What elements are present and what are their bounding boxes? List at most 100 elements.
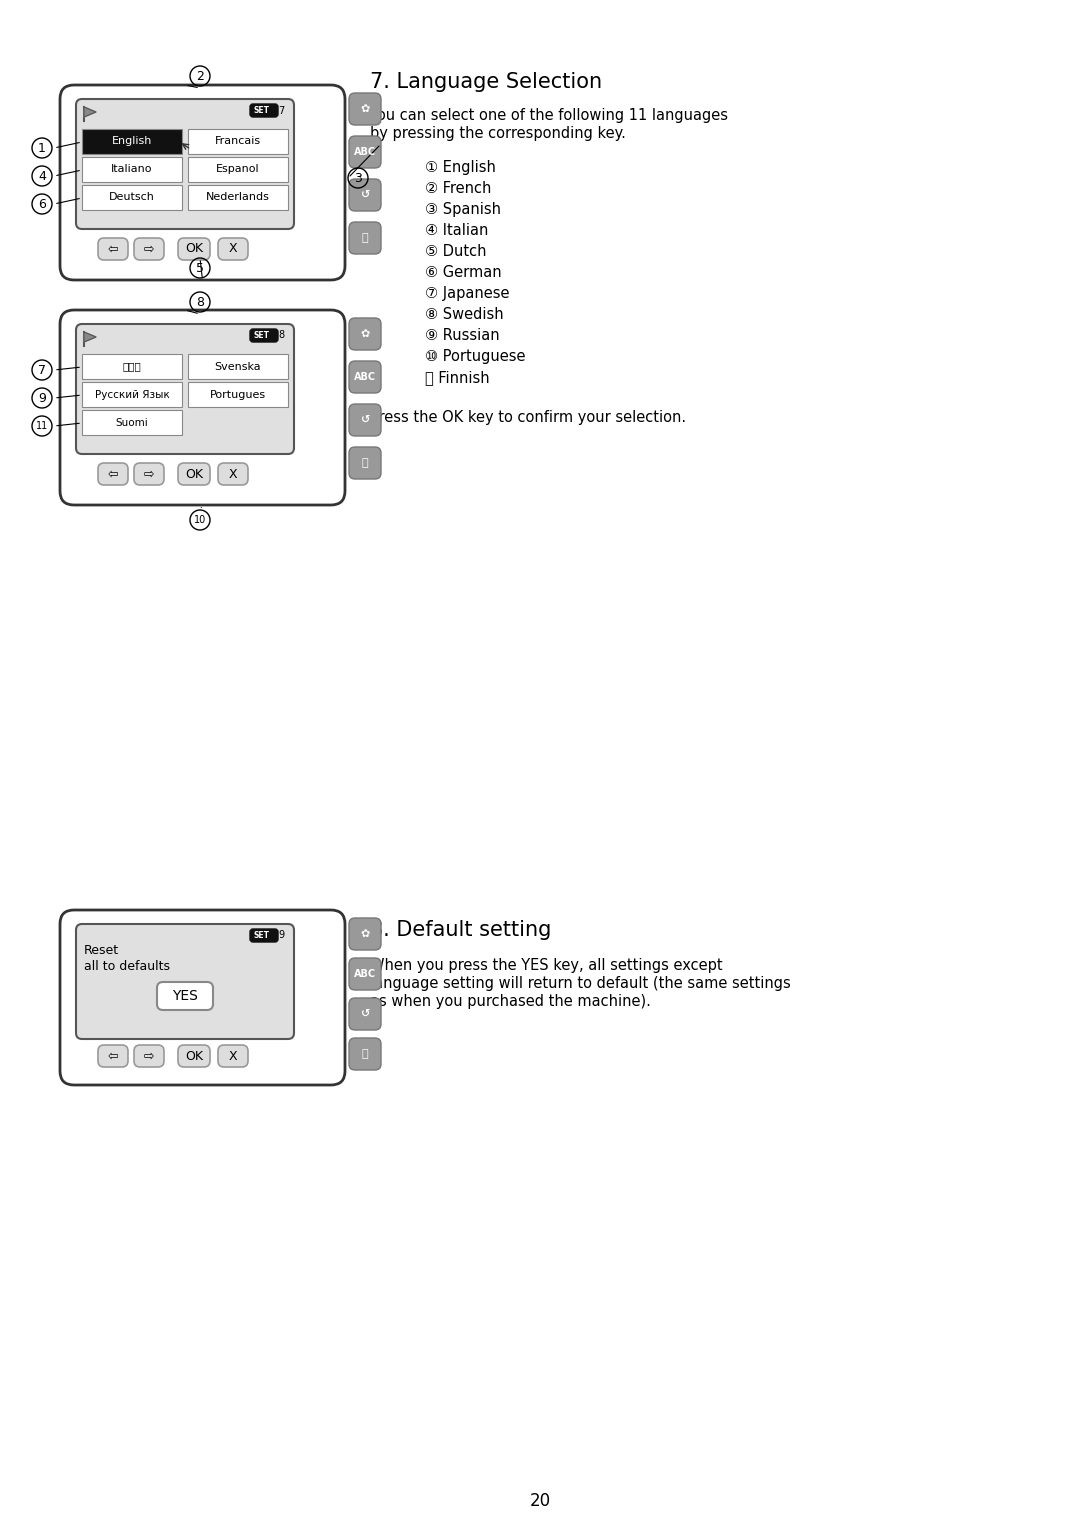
Text: 1: 1: [38, 142, 46, 154]
Text: ⇦: ⇦: [108, 1050, 118, 1062]
Bar: [82, 410, 183, 435]
Text: ↺: ↺: [361, 189, 369, 200]
Text: ABC: ABC: [354, 969, 376, 979]
Text: ABC: ABC: [354, 147, 376, 157]
FancyBboxPatch shape: [98, 463, 129, 484]
Bar: [188, 185, 288, 209]
Text: by pressing the corresponding key.: by pressing the corresponding key.: [370, 125, 626, 141]
Text: 8: 8: [278, 330, 284, 341]
FancyBboxPatch shape: [349, 448, 381, 478]
Bar: [188, 354, 288, 379]
Bar: [188, 157, 288, 182]
Text: X: X: [229, 243, 238, 255]
Text: ⇨: ⇨: [144, 1050, 154, 1062]
Text: 7: 7: [278, 105, 284, 116]
Text: ↺: ↺: [361, 416, 369, 425]
FancyBboxPatch shape: [218, 238, 248, 260]
Text: Italiano: Italiano: [111, 165, 152, 174]
FancyBboxPatch shape: [349, 1038, 381, 1070]
Text: Portugues: Portugues: [210, 390, 266, 399]
Text: as when you purchased the machine).: as when you purchased the machine).: [370, 995, 651, 1008]
Text: ④ Italian: ④ Italian: [426, 223, 488, 238]
Text: ⑤ Dutch: ⑤ Dutch: [426, 244, 486, 260]
FancyBboxPatch shape: [349, 361, 381, 393]
Text: You can select one of the following 11 languages: You can select one of the following 11 l…: [370, 108, 728, 122]
FancyBboxPatch shape: [349, 958, 381, 990]
Text: X: X: [229, 468, 238, 480]
FancyBboxPatch shape: [178, 463, 210, 484]
Text: Русский Язык: Русский Язык: [95, 390, 170, 399]
Text: Deutsch: Deutsch: [109, 193, 154, 203]
Text: ③ Spanish: ③ Spanish: [426, 202, 501, 217]
Text: ↺: ↺: [361, 1008, 369, 1019]
Text: ⮳: ⮳: [362, 232, 368, 243]
FancyBboxPatch shape: [349, 998, 381, 1030]
Text: SET: SET: [253, 931, 269, 940]
Text: ⑨ Russian: ⑨ Russian: [426, 329, 500, 342]
Text: 20: 20: [529, 1491, 551, 1510]
FancyBboxPatch shape: [249, 104, 278, 118]
FancyBboxPatch shape: [249, 329, 278, 342]
Text: 8. Default setting: 8. Default setting: [370, 920, 552, 940]
Text: ⑫ Finnish: ⑫ Finnish: [426, 370, 489, 385]
FancyBboxPatch shape: [60, 310, 345, 504]
Text: ⇨: ⇨: [144, 243, 154, 255]
Text: Espanol: Espanol: [216, 165, 260, 174]
Text: SET: SET: [253, 332, 269, 341]
Text: ⑥ German: ⑥ German: [426, 264, 501, 280]
Text: ⑧ Swedish: ⑧ Swedish: [426, 307, 503, 322]
FancyBboxPatch shape: [60, 86, 345, 280]
Text: ✿: ✿: [361, 329, 369, 339]
Text: English: English: [112, 136, 152, 147]
FancyBboxPatch shape: [218, 1045, 248, 1067]
FancyBboxPatch shape: [349, 222, 381, 254]
Text: 7: 7: [38, 364, 46, 376]
Text: 日本語: 日本語: [123, 362, 141, 371]
Text: ① English: ① English: [426, 160, 496, 176]
Text: ⮳: ⮳: [362, 458, 368, 468]
Text: 6: 6: [38, 197, 46, 211]
FancyBboxPatch shape: [98, 1045, 129, 1067]
FancyBboxPatch shape: [349, 93, 381, 125]
FancyBboxPatch shape: [98, 238, 129, 260]
Bar: [82, 185, 183, 209]
Text: Francais: Francais: [215, 136, 261, 147]
Text: all to defaults: all to defaults: [84, 960, 170, 973]
FancyBboxPatch shape: [249, 929, 278, 941]
FancyBboxPatch shape: [76, 99, 294, 229]
FancyBboxPatch shape: [349, 403, 381, 435]
Text: YES: YES: [172, 989, 198, 1002]
FancyBboxPatch shape: [134, 1045, 164, 1067]
FancyBboxPatch shape: [178, 238, 210, 260]
Text: ✿: ✿: [361, 929, 369, 940]
Text: OK: OK: [185, 1050, 203, 1062]
Text: 9: 9: [38, 391, 46, 405]
Text: ⇦: ⇦: [108, 243, 118, 255]
Text: 4: 4: [38, 170, 46, 182]
FancyBboxPatch shape: [349, 179, 381, 211]
Polygon shape: [84, 107, 96, 118]
FancyBboxPatch shape: [178, 1045, 210, 1067]
FancyBboxPatch shape: [76, 324, 294, 454]
Text: Reset: Reset: [84, 944, 119, 957]
Text: OK: OK: [185, 243, 203, 255]
Text: ② French: ② French: [426, 180, 491, 196]
Bar: [82, 382, 183, 406]
Text: SET: SET: [253, 105, 269, 115]
FancyBboxPatch shape: [349, 318, 381, 350]
Text: X: X: [229, 1050, 238, 1062]
FancyBboxPatch shape: [134, 238, 164, 260]
Text: 11: 11: [36, 422, 49, 431]
Text: ⑦ Japanese: ⑦ Japanese: [426, 286, 510, 301]
Text: Press the OK key to confirm your selection.: Press the OK key to confirm your selecti…: [370, 410, 686, 425]
Bar: [188, 128, 288, 154]
Text: Nederlands: Nederlands: [206, 193, 270, 203]
Text: ⇦: ⇦: [108, 468, 118, 480]
Text: ⮳: ⮳: [362, 1050, 368, 1059]
FancyBboxPatch shape: [349, 136, 381, 168]
FancyBboxPatch shape: [76, 924, 294, 1039]
Bar: [82, 157, 183, 182]
Text: 10: 10: [194, 515, 206, 526]
Text: When you press the YES key, all settings except: When you press the YES key, all settings…: [370, 958, 723, 973]
Text: language setting will return to default (the same settings: language setting will return to default …: [370, 976, 791, 992]
